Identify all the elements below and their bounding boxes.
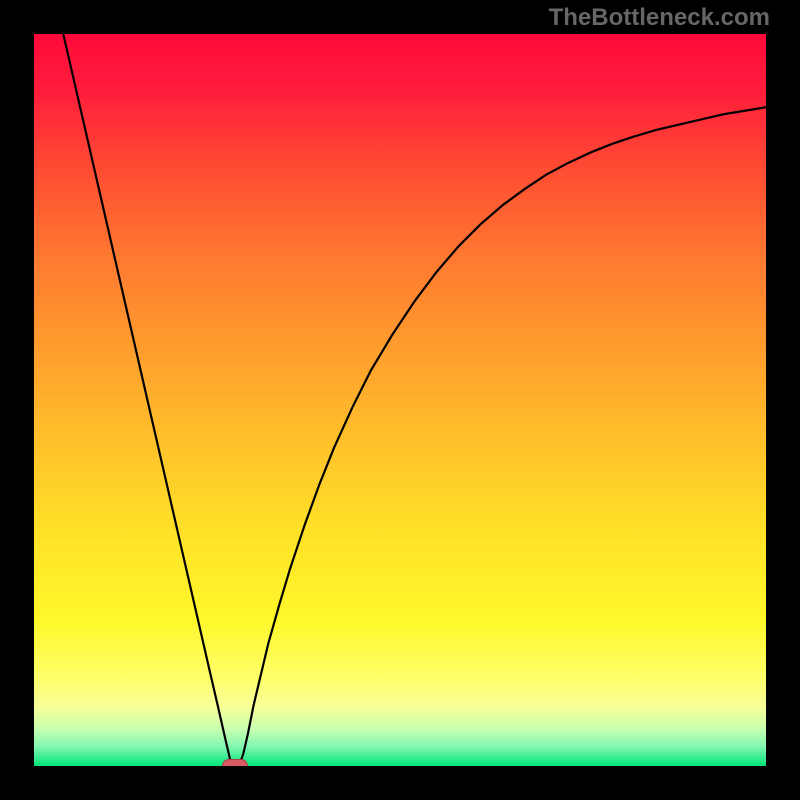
- plot-area: [34, 34, 766, 766]
- watermark-text: TheBottleneck.com: [549, 4, 770, 32]
- bottleneck-marker: [222, 759, 248, 772]
- gradient-background: [34, 34, 766, 766]
- chart-container: TheBottleneck.com: [0, 0, 800, 800]
